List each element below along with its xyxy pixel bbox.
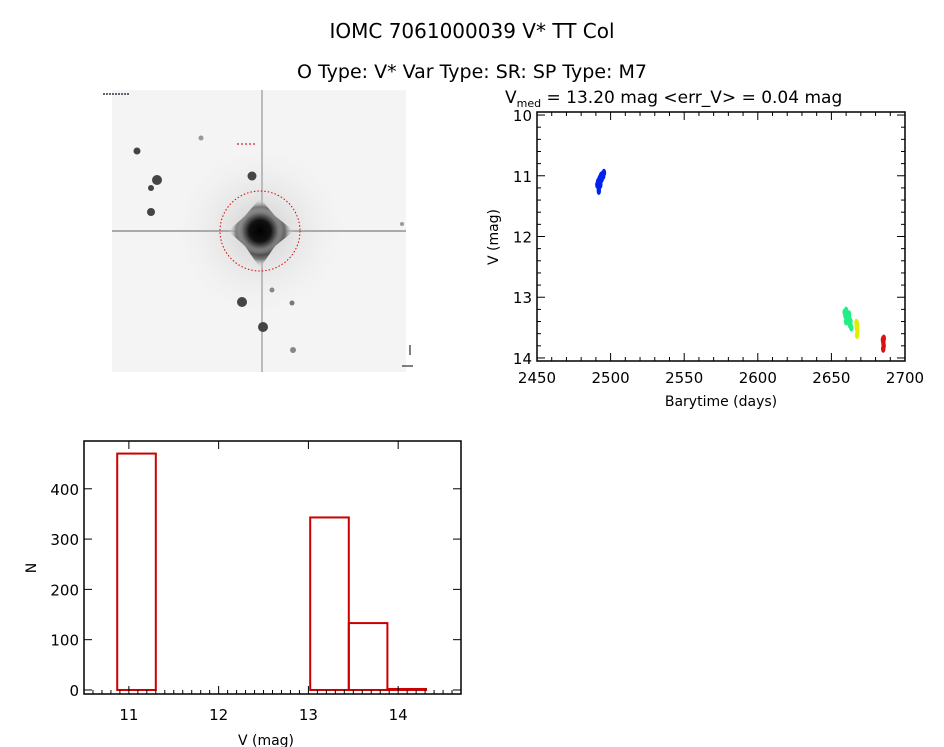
target-circle [219,190,301,272]
finder-image [103,90,413,372]
hist-ytick-label: 100 [50,632,79,650]
hist-xtick-label: 14 [389,706,408,724]
hist-bar [116,452,157,691]
lc-point-season4 [881,344,886,353]
hist-bar [309,516,350,691]
lc-xtick-label: 2600 [739,369,777,387]
hist-xtick-label: 12 [209,706,228,724]
main-title: IOMC 7061000039 V* TT Col [329,19,614,43]
hist-bar [386,687,427,691]
light-curve-plot: Vmed = 13.20 mag <err_V> = 0.04 mag 2450… [486,88,924,410]
lc-xtick-label: 2650 [812,369,850,387]
lc-ytick-label: 12 [513,229,532,247]
lc-xtick-label: 2450 [518,369,556,387]
hist-ytick-label: 400 [50,481,79,499]
lc-point-season3 [855,320,860,329]
lc-ytick-label: 10 [513,107,532,125]
hist-ytick-label: 0 [69,682,79,700]
field-stars [133,135,404,353]
lc-xtick-label: 2500 [592,369,630,387]
histogram-plot: 0 100 200 300 400 11 12 13 14 V (mag) N [24,440,462,747]
lc-point-season2 [849,323,854,332]
lc-ytick-label: 11 [513,168,532,186]
hist-xtick-label: 13 [299,706,318,724]
lc-point-season2 [843,317,849,326]
lc-point-season1 [601,168,607,177]
lc-ytick-label: 14 [513,350,532,368]
hist-xlabel: V (mag) [238,733,294,747]
lc-xtick-label: 2550 [665,369,703,387]
hist-ylabel: N [24,563,40,573]
hist-frame [83,440,462,695]
lc-title: Vmed = 13.20 mag <err_V> = 0.04 mag [505,88,842,110]
lc-point-season2 [846,310,852,319]
lc-point-season1 [598,180,603,189]
lc-point-season1 [596,186,602,195]
lc-ylabel: V (mag) [486,209,502,265]
subtitle: O Type: V* Var Type: SR: SP Type: M7 [297,61,647,83]
lc-point-season3 [854,330,860,339]
lc-ytick-label: 13 [513,289,532,307]
lc-xtick-label: 2700 [886,369,924,387]
lc-point-season4 [881,334,887,343]
hist-ytick-label: 200 [50,581,79,599]
hist-bar [347,622,389,691]
hist-xtick-label: 11 [119,706,138,724]
lc-xlabel: Barytime (days) [665,394,777,410]
hist-ytick-label: 300 [50,531,79,549]
lc-point-season2 [848,317,853,326]
